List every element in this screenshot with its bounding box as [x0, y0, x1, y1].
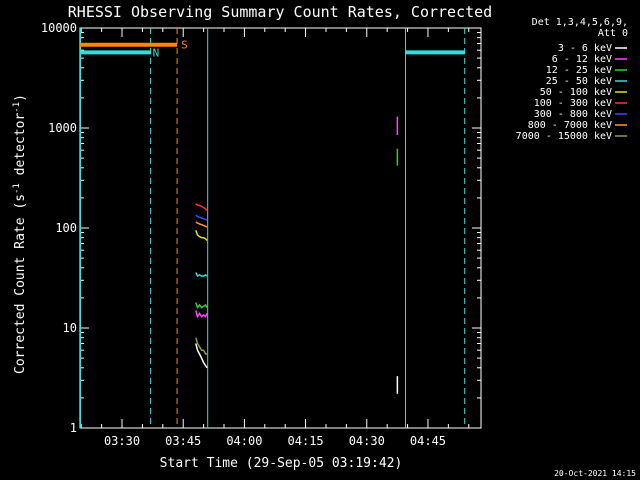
- y-label-part: -1: [12, 183, 22, 194]
- y-axis: 1 10 100 1000 10000: [41, 21, 481, 435]
- data-series: [195, 203, 208, 369]
- y-tick-label: 10: [63, 321, 77, 335]
- legend-header: Det 1,3,4,5,6,9,: [532, 17, 628, 28]
- y-tick-label: 10000: [41, 21, 77, 35]
- plot-frame: [79, 27, 482, 429]
- y-label-part: ): [13, 94, 28, 102]
- x-tick-label: 03:45: [165, 434, 201, 448]
- x-tick-label: 04:15: [288, 434, 324, 448]
- legend-label: 25 - 50 keV: [546, 76, 612, 87]
- series-line: [195, 302, 208, 310]
- y-tick-label: 1: [70, 421, 77, 435]
- x-tick-label: 04:45: [410, 434, 446, 448]
- series-line: [195, 272, 208, 278]
- legend-label: 100 - 300 keV: [534, 98, 612, 109]
- flag-label: N: [153, 46, 160, 59]
- legend-label: 3 - 6 keV: [558, 43, 612, 54]
- x-tick-label: 04:30: [349, 434, 385, 448]
- series-line: [195, 337, 207, 355]
- legend-label: 7000 - 15000 keV: [516, 131, 612, 142]
- x-tick-label: 03:30: [104, 434, 140, 448]
- y-label-part: Corrected Count Rate (s: [13, 194, 28, 374]
- legend-label: 800 - 7000 keV: [528, 120, 612, 131]
- x-axis-label: Start Time (29-Sep-05 03:19:42): [160, 456, 403, 471]
- legend-label: 300 - 800 keV: [534, 109, 612, 120]
- y-axis-label: Corrected Count Rate (s-1 detector-1): [12, 94, 28, 374]
- x-axis: 03:30 03:45 04:00 04:15 04:30 04:45: [80, 28, 470, 448]
- chart-title: RHESSI Observing Summary Count Rates, Co…: [68, 3, 492, 21]
- legend-label: 50 - 100 keV: [540, 87, 612, 98]
- series-line: [195, 214, 208, 221]
- series-line: [195, 203, 208, 211]
- series-line: [195, 310, 208, 319]
- legend-header: Att 0: [598, 28, 628, 39]
- flag-markers: NS: [80, 28, 466, 428]
- series-line: [195, 343, 208, 369]
- series-line: [195, 221, 208, 228]
- series-line: [195, 229, 208, 241]
- y-label-part: detector: [13, 113, 28, 184]
- y-tick-label: 100: [55, 221, 77, 235]
- flag-label: S: [181, 39, 188, 52]
- x-tick-label: 04:00: [226, 434, 262, 448]
- plot-border: [79, 27, 482, 429]
- footer-timestamp: 20-Oct-2021 14:15: [554, 469, 636, 478]
- legend-label: 6 - 12 keV: [552, 54, 612, 65]
- legend-label: 12 - 25 keV: [546, 65, 612, 76]
- y-label-part: -1: [12, 102, 22, 113]
- y-tick-label: 1000: [48, 121, 77, 135]
